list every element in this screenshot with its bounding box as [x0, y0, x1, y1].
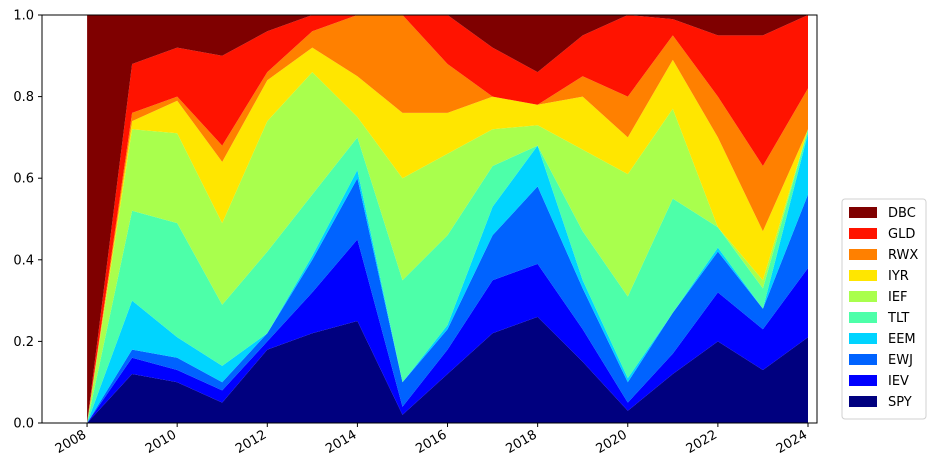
- plot-series-group: [87, 15, 809, 424]
- series-area-tlt: [87, 129, 809, 423]
- legend-swatch-ewj: [849, 354, 877, 365]
- legend-label-dbc: DBC: [888, 206, 916, 221]
- x-tick-label: 2018: [503, 427, 539, 457]
- x-tick-label: 2008: [53, 427, 89, 457]
- legend-label-rwx: RWX: [888, 248, 918, 263]
- legend-swatch-gld: [849, 228, 877, 239]
- legend-swatch-iyr: [849, 270, 877, 281]
- y-tick-label: 0.6: [13, 172, 34, 187]
- x-tick-label: 2020: [594, 427, 630, 457]
- x-tick-label: 2016: [413, 427, 449, 457]
- x-tick-label: 2024: [774, 427, 810, 457]
- x-tick-label: 2012: [233, 427, 269, 457]
- legend-swatch-ief: [849, 291, 877, 302]
- legend-label-tlt: TLT: [887, 311, 909, 326]
- legend-swatch-dbc: [849, 207, 877, 218]
- legend-label-spy: SPY: [888, 395, 912, 410]
- legend-label-ewj: EWJ: [888, 353, 913, 368]
- y-tick-label: 0.2: [13, 335, 34, 350]
- legend-label-ief: IEF: [888, 290, 908, 305]
- series-area-ief: [87, 72, 809, 423]
- y-tick-label: 0.4: [13, 253, 34, 268]
- legend-label-iev: IEV: [888, 374, 909, 389]
- plot-frame: [41, 14, 818, 424]
- legend-swatch-rwx: [849, 249, 877, 260]
- legend-swatch-tlt: [849, 312, 877, 323]
- y-tick-label: 0.0: [13, 417, 34, 432]
- x-tick-label: 2022: [684, 427, 720, 457]
- legend-swatch-eem: [849, 333, 877, 344]
- series-area-rwx: [87, 15, 809, 423]
- series-area-iyr: [87, 47, 809, 423]
- series-area-spy: [87, 316, 809, 423]
- x-tick-label: 2014: [323, 427, 359, 457]
- series-area-gld: [87, 15, 809, 423]
- legend-swatch-iev: [849, 375, 877, 386]
- y-tick-label: 1.0: [13, 9, 34, 24]
- legend: DBC GLD RWX IYR IEF TLT EEM EWJ IEV SPY: [841, 198, 927, 420]
- legend-label-gld: GLD: [888, 227, 915, 242]
- legend-label-eem: EEM: [888, 332, 916, 347]
- legend-label-iyr: IYR: [888, 269, 909, 284]
- y-tick-label: 0.8: [13, 90, 34, 105]
- x-tick-label: 2010: [143, 427, 179, 457]
- legend-swatch-spy: [849, 396, 877, 407]
